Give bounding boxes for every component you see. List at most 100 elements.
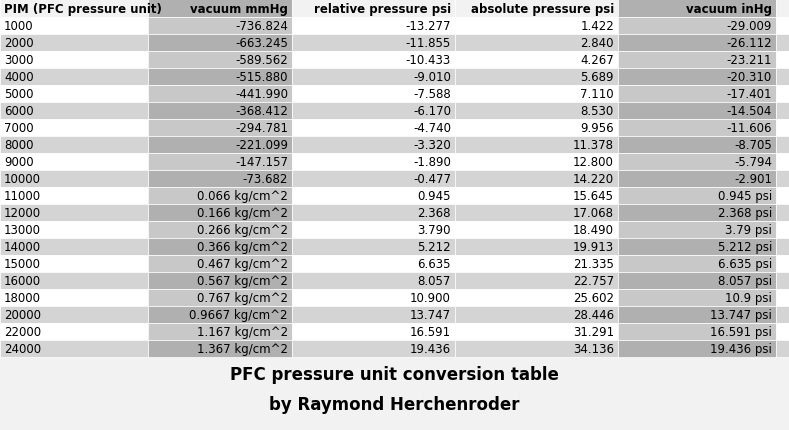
Bar: [618, 289, 776, 306]
Bar: [455, 18, 618, 35]
Text: 14.220: 14.220: [573, 172, 614, 186]
Bar: [148, 171, 292, 187]
Bar: [455, 86, 618, 103]
Bar: [292, 86, 455, 103]
Bar: [776, 221, 789, 239]
Bar: [0, 171, 148, 187]
Bar: [292, 272, 455, 289]
Bar: [455, 255, 618, 272]
Bar: [0, 154, 148, 171]
Bar: [618, 137, 776, 154]
Text: -20.310: -20.310: [727, 71, 772, 84]
Bar: [618, 205, 776, 221]
Bar: [0, 255, 148, 272]
Bar: [618, 340, 776, 357]
Text: PIM (PFC pressure unit): PIM (PFC pressure unit): [4, 3, 162, 15]
Text: 2.368: 2.368: [417, 206, 451, 219]
Bar: [618, 69, 776, 86]
Bar: [148, 255, 292, 272]
Text: -3.320: -3.320: [413, 139, 451, 152]
Text: -441.990: -441.990: [235, 88, 288, 101]
Text: 2000: 2000: [4, 37, 34, 50]
Bar: [0, 323, 148, 340]
Text: -2.901: -2.901: [734, 172, 772, 186]
Text: -6.170: -6.170: [413, 105, 451, 118]
Text: 18000: 18000: [4, 291, 41, 304]
Text: 10000: 10000: [4, 172, 41, 186]
Bar: [776, 154, 789, 171]
Bar: [455, 35, 618, 52]
Bar: [618, 323, 776, 340]
Text: 1.367 kg/cm^2: 1.367 kg/cm^2: [197, 342, 288, 355]
Text: 24000: 24000: [4, 342, 41, 355]
Text: 4.267: 4.267: [580, 54, 614, 67]
Text: -13.277: -13.277: [406, 20, 451, 33]
Text: 20000: 20000: [4, 308, 41, 321]
Bar: [148, 0, 292, 18]
Bar: [292, 187, 455, 205]
Text: -515.880: -515.880: [235, 71, 288, 84]
Bar: [776, 340, 789, 357]
Bar: [292, 103, 455, 120]
Text: 1.422: 1.422: [580, 20, 614, 33]
Text: 12000: 12000: [4, 206, 41, 219]
Text: 13000: 13000: [4, 224, 41, 236]
Bar: [618, 86, 776, 103]
Text: 3.79 psi: 3.79 psi: [725, 224, 772, 236]
Text: 0.567 kg/cm^2: 0.567 kg/cm^2: [197, 274, 288, 287]
Text: -1.890: -1.890: [413, 156, 451, 169]
Bar: [0, 306, 148, 323]
Bar: [148, 120, 292, 137]
Bar: [776, 323, 789, 340]
Bar: [776, 306, 789, 323]
Bar: [776, 0, 789, 18]
Bar: [148, 103, 292, 120]
Text: -9.010: -9.010: [413, 71, 451, 84]
Bar: [148, 35, 292, 52]
Bar: [292, 171, 455, 187]
Bar: [0, 272, 148, 289]
Text: 11000: 11000: [4, 190, 41, 203]
Text: 22.757: 22.757: [573, 274, 614, 287]
Text: 28.446: 28.446: [573, 308, 614, 321]
Text: 8.530: 8.530: [581, 105, 614, 118]
Text: absolute pressure psi: absolute pressure psi: [471, 3, 614, 15]
Bar: [618, 171, 776, 187]
Bar: [148, 18, 292, 35]
Bar: [776, 289, 789, 306]
Text: 6000: 6000: [4, 105, 34, 118]
Text: 0.366 kg/cm^2: 0.366 kg/cm^2: [197, 240, 288, 253]
Bar: [776, 103, 789, 120]
Bar: [776, 272, 789, 289]
Text: 18.490: 18.490: [573, 224, 614, 236]
Text: 9000: 9000: [4, 156, 34, 169]
Text: relative pressure psi: relative pressure psi: [314, 3, 451, 15]
Bar: [148, 289, 292, 306]
Text: 1.167 kg/cm^2: 1.167 kg/cm^2: [197, 325, 288, 338]
Text: 10.900: 10.900: [410, 291, 451, 304]
Bar: [455, 272, 618, 289]
Bar: [618, 239, 776, 255]
Text: 0.9667 kg/cm^2: 0.9667 kg/cm^2: [189, 308, 288, 321]
Text: 16000: 16000: [4, 274, 41, 287]
Text: -221.099: -221.099: [235, 139, 288, 152]
Text: 19.436 psi: 19.436 psi: [710, 342, 772, 355]
Text: vacuum inHg: vacuum inHg: [686, 3, 772, 15]
Text: 12.800: 12.800: [573, 156, 614, 169]
Bar: [148, 86, 292, 103]
Bar: [292, 52, 455, 69]
Bar: [776, 86, 789, 103]
Bar: [292, 137, 455, 154]
Bar: [148, 52, 292, 69]
Bar: [148, 239, 292, 255]
Bar: [0, 239, 148, 255]
Text: -7.588: -7.588: [413, 88, 451, 101]
Text: 5000: 5000: [4, 88, 33, 101]
Bar: [0, 137, 148, 154]
Text: 0.767 kg/cm^2: 0.767 kg/cm^2: [197, 291, 288, 304]
Bar: [292, 255, 455, 272]
Bar: [292, 323, 455, 340]
Text: 21.335: 21.335: [573, 258, 614, 270]
Bar: [776, 52, 789, 69]
Bar: [776, 187, 789, 205]
